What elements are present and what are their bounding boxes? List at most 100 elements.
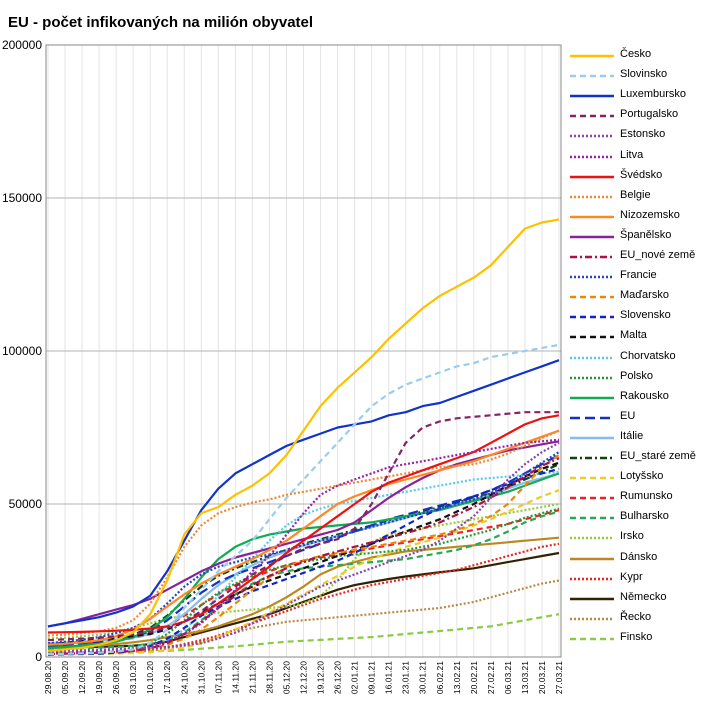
y-tick-label: 100000 bbox=[2, 344, 42, 358]
legend-label: Slovinsko bbox=[620, 68, 668, 81]
x-tick-label: 21.11.20 bbox=[247, 661, 257, 694]
y-tick-label: 200000 bbox=[2, 38, 42, 52]
x-tick-label: 14.11.20 bbox=[230, 661, 240, 694]
legend-label: EU_nové země bbox=[620, 249, 696, 261]
legend-item: Švédsko bbox=[566, 167, 704, 187]
legend-swatch bbox=[570, 617, 614, 620]
legend-item: Belgie bbox=[566, 187, 704, 207]
legend-item: Francie bbox=[566, 267, 704, 287]
legend-label: Francie bbox=[620, 269, 657, 282]
series-line bbox=[47, 451, 560, 645]
legend-label: Rakousko bbox=[620, 389, 669, 402]
grid-lines bbox=[46, 44, 561, 658]
x-tick-label: 05.09.20 bbox=[60, 661, 70, 694]
x-tick-label: 10.10.20 bbox=[145, 661, 155, 694]
x-tick-label: 26.12.20 bbox=[333, 661, 343, 694]
legend-item: Lotyšsko bbox=[566, 468, 704, 488]
x-tick-label: 17.10.20 bbox=[162, 661, 172, 694]
legend-label: Rumunsko bbox=[620, 490, 673, 503]
legend-swatch bbox=[570, 376, 614, 379]
legend-swatch bbox=[570, 496, 614, 500]
legend-label: Finsko bbox=[620, 630, 653, 643]
legend-label: Litva bbox=[620, 148, 644, 161]
legend-swatch bbox=[570, 476, 614, 480]
legend-item: Slovinsko bbox=[566, 66, 704, 86]
legend-item: Rumunsko bbox=[566, 488, 704, 508]
legend-item: Luxembursko bbox=[566, 86, 704, 106]
legend-item: EU bbox=[566, 408, 704, 428]
series-line bbox=[47, 489, 560, 656]
x-tick-label: 30.01.21 bbox=[418, 661, 428, 694]
legend-label: Polsko bbox=[620, 369, 654, 382]
x-tick-label: 31.10.20 bbox=[196, 661, 206, 694]
series-line bbox=[47, 536, 560, 649]
legend-label: Řecko bbox=[620, 610, 652, 623]
legend-swatch bbox=[570, 336, 614, 339]
x-tick-label: 07.11.20 bbox=[213, 661, 223, 694]
legend-swatch bbox=[570, 356, 614, 359]
legend-label: Belgie bbox=[620, 188, 651, 201]
legend-item: Řecko bbox=[566, 609, 704, 629]
x-tick-label: 27.03.21 bbox=[554, 661, 564, 694]
legend-label: EU_staré země bbox=[620, 450, 696, 462]
legend-label: Španělsko bbox=[620, 228, 672, 241]
series-line bbox=[47, 414, 560, 634]
legend-swatch bbox=[570, 416, 614, 419]
y-tick-label: 150000 bbox=[2, 191, 42, 205]
legend-swatch bbox=[570, 195, 614, 198]
x-tick-label: 16.01.21 bbox=[384, 661, 394, 694]
legend-item: Portugalsko bbox=[566, 106, 704, 126]
legend-item: Německo bbox=[566, 589, 704, 609]
x-tick-label: 23.01.21 bbox=[401, 661, 411, 694]
series-line bbox=[47, 510, 560, 651]
legend-label: Chorvatsko bbox=[620, 349, 676, 362]
legend-label: Nizozemsko bbox=[620, 208, 680, 221]
series-line bbox=[47, 502, 560, 640]
y-tick-label: 0 bbox=[35, 650, 42, 664]
x-tick-label: 13.03.21 bbox=[520, 661, 530, 694]
x-tick-label: 09.01.21 bbox=[367, 661, 377, 694]
legend-swatch bbox=[570, 456, 614, 460]
x-tick-label: 24.10.20 bbox=[179, 661, 189, 694]
legend-swatch bbox=[570, 74, 614, 78]
legend-swatch bbox=[570, 316, 614, 319]
series-line bbox=[48, 343, 560, 656]
plot-frame bbox=[45, 44, 562, 658]
legend-swatch bbox=[570, 537, 614, 540]
chart-title: EU - počet infikovaných na milión obyvat… bbox=[8, 14, 314, 31]
legend-label: Dánsko bbox=[620, 550, 658, 563]
legend-item: Španělsko bbox=[566, 227, 704, 247]
x-tick-label: 27.02.21 bbox=[486, 661, 496, 694]
legend-swatch bbox=[570, 557, 614, 560]
legend-swatch bbox=[570, 436, 614, 440]
series-line bbox=[47, 359, 560, 628]
legend-label: Luxembursko bbox=[620, 88, 687, 101]
legend-label: Česko bbox=[620, 48, 652, 60]
legend-swatch bbox=[570, 517, 614, 520]
x-tick-label: 03.10.20 bbox=[128, 661, 138, 694]
legend-item: Rakousko bbox=[566, 388, 704, 408]
series-lines bbox=[47, 218, 560, 656]
legend-label: Německo bbox=[620, 590, 667, 603]
legend-item: Finsko bbox=[566, 629, 704, 649]
legend-item: Bulharsko bbox=[566, 508, 704, 528]
legend-swatch bbox=[570, 94, 614, 98]
legend-item: Polsko bbox=[566, 368, 704, 388]
legend-label: Malta bbox=[620, 329, 647, 342]
legend-item: Slovensko bbox=[566, 307, 704, 327]
legend-swatch bbox=[570, 275, 614, 279]
legend-swatch bbox=[570, 597, 614, 600]
legend-item: Kypr bbox=[566, 569, 704, 589]
series-line bbox=[47, 218, 560, 652]
legend-label: EU bbox=[620, 409, 636, 422]
legend-item: Maďarsko bbox=[566, 287, 704, 307]
legend-swatch bbox=[570, 54, 614, 58]
legend-swatch bbox=[570, 175, 614, 178]
x-tick-label: 20.02.21 bbox=[469, 661, 479, 694]
legend-item: Irsko bbox=[566, 528, 704, 548]
legend-swatch bbox=[570, 135, 614, 138]
legend-label: Portugalsko bbox=[620, 108, 679, 121]
x-tick-label: 06.02.21 bbox=[435, 661, 445, 694]
series-line bbox=[47, 461, 560, 646]
